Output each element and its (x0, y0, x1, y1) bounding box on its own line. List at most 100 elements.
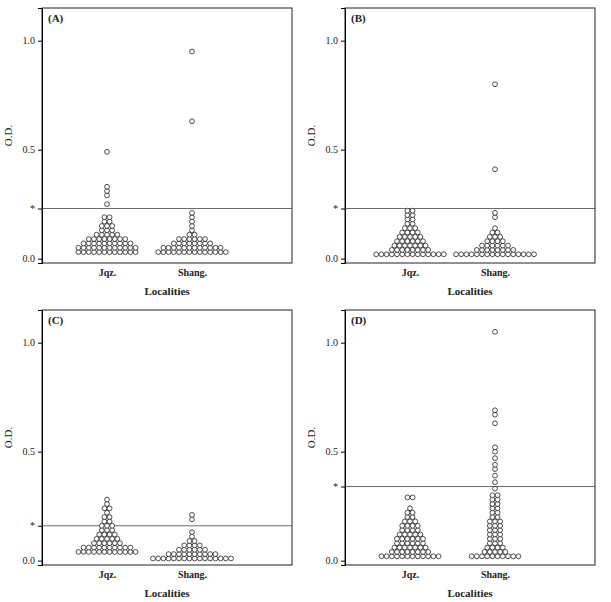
dot (511, 248, 516, 253)
plot-frame (42, 8, 292, 263)
dot (495, 230, 500, 235)
y-tick-label: 0.5 (23, 144, 36, 155)
dot (408, 545, 413, 550)
dot (474, 248, 479, 253)
x-tick: Jqz. (99, 565, 117, 580)
dot (118, 237, 123, 242)
x-axis-title: Localities (144, 285, 190, 297)
dot (421, 550, 426, 555)
dot (413, 243, 418, 248)
dot (493, 408, 498, 413)
dot (408, 519, 413, 524)
dot (218, 245, 223, 250)
dot (426, 550, 431, 555)
x-tick: Jqz. (402, 263, 420, 278)
dot (506, 243, 511, 248)
dot (99, 523, 104, 528)
y-tick: * (30, 203, 42, 214)
dot (485, 239, 490, 244)
dot (516, 252, 521, 257)
dot (402, 243, 407, 248)
dot (490, 239, 495, 244)
dot (506, 554, 511, 559)
y-tick-mark (38, 259, 42, 260)
dot (161, 245, 166, 250)
dot (405, 230, 410, 235)
cutoff-line (345, 208, 595, 209)
x-tick-label: Shang. (178, 267, 208, 278)
panel: 0.00.51.0*O.D.Jqz.Shang.Localities(B) (305, 8, 595, 297)
dot (405, 495, 410, 500)
x-tick-label: Shang. (481, 267, 511, 278)
y-tick: 0.0 (326, 555, 346, 566)
dot (490, 554, 495, 559)
dot (410, 239, 415, 244)
dot (436, 554, 441, 559)
y-tick: 1.0 (326, 35, 346, 46)
dot (115, 232, 120, 237)
dot (187, 539, 192, 544)
dot (97, 237, 102, 242)
dot (405, 536, 410, 541)
y-tick: 0.0 (23, 555, 43, 566)
dot (493, 329, 498, 334)
dot (105, 149, 110, 154)
panel-title: (B) (351, 12, 366, 25)
y-tick-mark (38, 150, 42, 151)
dot (389, 550, 394, 555)
dot (110, 536, 115, 541)
dot (493, 519, 498, 524)
y-axis-line (341, 9, 346, 264)
dot (436, 252, 441, 257)
dot (413, 226, 418, 231)
y-tick: * (30, 520, 42, 531)
y-tick: 0.0 (23, 253, 43, 264)
dot (495, 239, 500, 244)
panel-title: (C) (48, 314, 64, 327)
dot (395, 248, 400, 253)
dot (415, 239, 420, 244)
dot (105, 536, 110, 541)
x-axis: Jqz.Shang. (99, 263, 208, 278)
dot (405, 248, 410, 253)
dot (166, 245, 171, 250)
dot (511, 554, 516, 559)
dot (410, 510, 415, 515)
dot (123, 545, 128, 550)
dot (402, 532, 407, 537)
y-tick: * (333, 203, 345, 214)
dot (105, 523, 110, 528)
y-tick: 1.0 (326, 337, 346, 348)
dot (161, 556, 166, 561)
marks (42, 49, 292, 254)
x-tick: Shang. (178, 263, 208, 278)
dot (397, 532, 402, 537)
dot (415, 523, 420, 528)
dot (94, 536, 99, 541)
x-tick-label: Shang. (178, 569, 208, 580)
x-tick-label: Jqz. (99, 569, 117, 580)
dot (415, 230, 420, 235)
dot (229, 556, 234, 561)
dot (431, 554, 436, 559)
dot (395, 239, 400, 244)
y-axis-title: O.D. (2, 427, 14, 449)
dot (177, 237, 182, 242)
dot (408, 532, 413, 537)
dot (495, 493, 500, 498)
dot (81, 241, 86, 246)
dot (493, 456, 498, 461)
dot (384, 252, 389, 257)
dot (395, 550, 400, 555)
y-axis-line (341, 311, 346, 566)
dot (415, 248, 420, 253)
dot (81, 545, 86, 550)
y-tick-mark (341, 150, 345, 151)
dot (92, 237, 97, 242)
panel-title: (D) (351, 314, 367, 327)
dot (400, 230, 405, 235)
dot (402, 545, 407, 550)
dot (192, 539, 197, 544)
dot (500, 554, 505, 559)
dot (112, 237, 117, 242)
